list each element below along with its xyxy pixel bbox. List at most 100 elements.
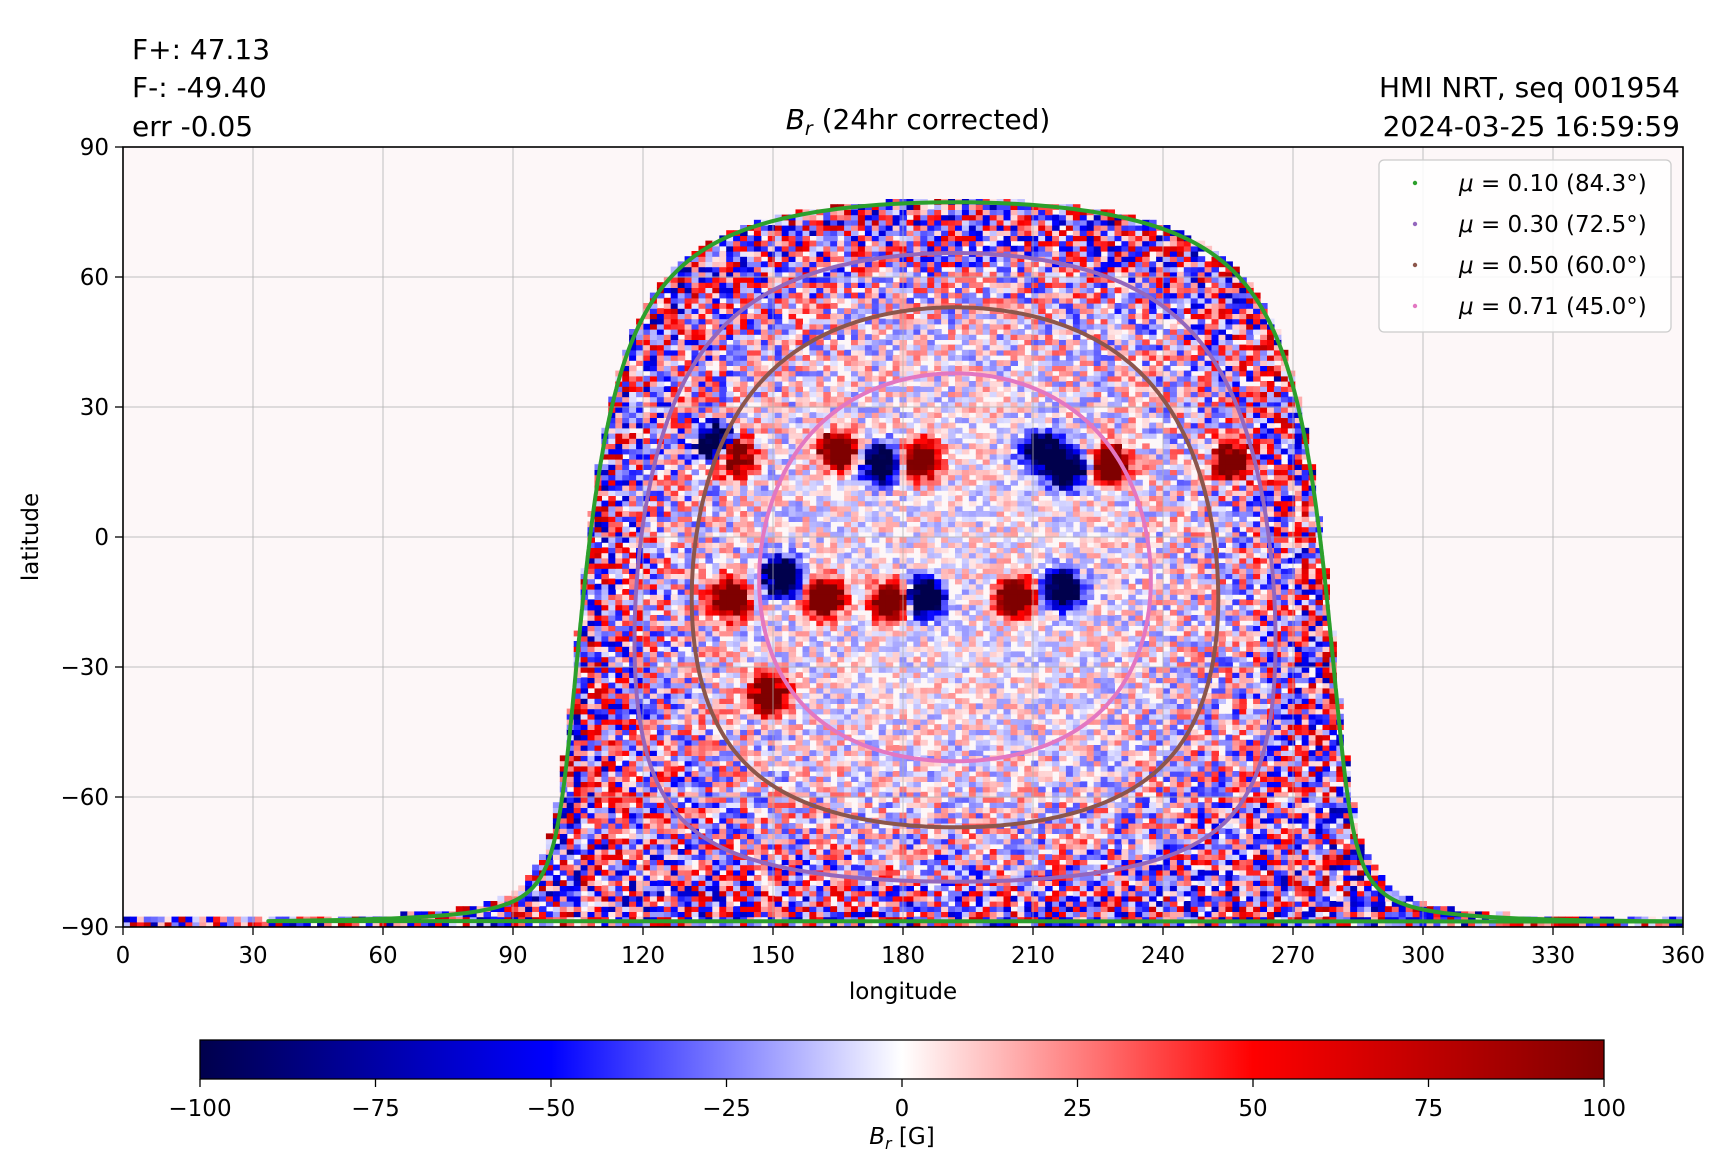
field-pixel	[1038, 823, 1046, 829]
field-pixel	[587, 838, 595, 845]
field-pixel	[1072, 791, 1081, 798]
field-pixel	[1114, 854, 1122, 860]
field-pixel	[733, 781, 741, 788]
field-pixel	[857, 781, 866, 788]
field-pixel	[1065, 776, 1074, 782]
field-pixel	[698, 781, 706, 788]
field-pixel	[968, 802, 977, 808]
field-pixel	[1031, 698, 1039, 704]
field-pixel	[913, 906, 921, 912]
field-pixel	[1059, 755, 1067, 762]
field-pixel	[1239, 713, 1247, 720]
field-pixel	[871, 719, 880, 725]
field-pixel	[857, 838, 866, 845]
field-pixel	[982, 895, 991, 902]
field-pixel	[795, 807, 803, 814]
field-pixel	[1190, 906, 1199, 912]
field-pixel	[677, 771, 686, 777]
field-pixel	[712, 755, 720, 762]
field-pixel	[948, 838, 956, 845]
field-pixel	[975, 776, 984, 782]
field-pixel	[767, 859, 776, 866]
field-pixel	[878, 760, 887, 767]
field-pixel	[1163, 724, 1171, 730]
field-pixel	[1301, 713, 1310, 720]
field-pixel	[1308, 781, 1317, 788]
field-pixel	[677, 838, 686, 845]
field-pixel	[1294, 755, 1303, 762]
field-pixel	[1086, 823, 1095, 829]
field-pixel	[906, 869, 914, 876]
field-pixel	[878, 693, 887, 699]
field-pixel	[733, 869, 741, 876]
field-pixel	[1232, 838, 1240, 845]
field-pixel	[1280, 817, 1289, 824]
field-pixel	[857, 802, 866, 808]
field-pixel	[989, 724, 998, 730]
field-pixel	[552, 875, 561, 881]
field-pixel	[1169, 765, 1178, 772]
field-pixel	[684, 859, 693, 866]
field-pixel	[747, 750, 755, 756]
field-pixel	[573, 739, 582, 746]
field-pixel	[1329, 693, 1337, 699]
field-pixel	[1121, 797, 1129, 803]
field-pixel	[643, 781, 651, 788]
field-pixel	[573, 703, 582, 710]
field-pixel	[823, 890, 831, 897]
field-pixel	[643, 838, 651, 845]
field-pixel	[830, 859, 838, 866]
field-pixel	[1211, 838, 1219, 845]
field-pixel	[1315, 895, 1323, 902]
field-pixel	[1072, 880, 1081, 886]
field-pixel	[837, 859, 845, 866]
field-pixel	[871, 869, 880, 876]
field-pixel	[906, 864, 914, 871]
field-pixel	[1149, 890, 1157, 897]
field-pixel	[975, 703, 984, 710]
field-pixel	[1357, 869, 1365, 876]
field-pixel	[1267, 906, 1275, 912]
field-pixel	[1065, 703, 1074, 710]
field-pixel	[1045, 771, 1053, 777]
field-pixel	[871, 838, 880, 845]
field-pixel	[975, 838, 984, 845]
field-pixel	[726, 755, 734, 762]
field-pixel	[927, 921, 935, 927]
field-pixel	[1267, 880, 1275, 886]
field-pixel	[823, 703, 831, 710]
field-pixel	[733, 817, 741, 824]
field-pixel	[1038, 911, 1046, 918]
field-pixel	[483, 921, 491, 927]
field-pixel	[1169, 739, 1178, 746]
field-pixel	[1045, 843, 1053, 850]
field-pixel	[1059, 750, 1067, 756]
field-pixel	[1003, 833, 1011, 840]
field-pixel	[1100, 760, 1109, 767]
field-pixel	[1357, 838, 1365, 845]
field-pixel	[1135, 771, 1143, 777]
field-pixel	[747, 734, 755, 741]
field-pixel	[802, 838, 810, 845]
field-pixel	[1010, 729, 1018, 736]
field-pixel	[1336, 911, 1344, 918]
field-pixel	[948, 849, 956, 855]
field-pixel	[1232, 854, 1240, 860]
field-pixel	[1357, 901, 1365, 907]
field-pixel	[684, 745, 693, 751]
field-pixel	[656, 703, 665, 710]
field-pixel	[1163, 864, 1171, 871]
field-pixel	[573, 786, 582, 793]
field-pixel	[143, 921, 152, 927]
field-pixel	[1031, 869, 1039, 876]
field-pixel	[622, 906, 630, 912]
field-pixel	[587, 869, 595, 876]
field-pixel	[1301, 864, 1310, 871]
field-pixel	[906, 817, 914, 824]
field-pixel	[1052, 719, 1060, 725]
field-pixel	[233, 916, 242, 923]
field-pixel	[1329, 838, 1337, 845]
field-pixel	[795, 859, 803, 866]
field-pixel	[760, 713, 769, 720]
field-pixel	[802, 895, 810, 902]
